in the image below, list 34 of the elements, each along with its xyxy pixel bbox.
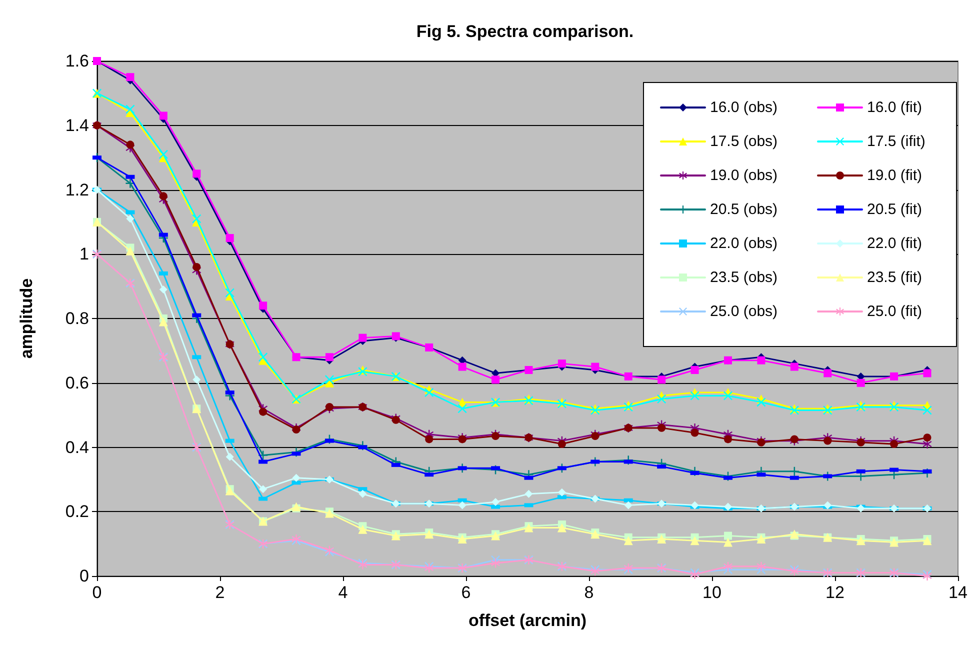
legend-label: 25.0 (fit) <box>867 303 922 320</box>
legend-label: 22.0 (fit) <box>867 235 922 252</box>
legend-label: 20.5 (obs) <box>710 201 778 218</box>
y-tick-label: 1.2 <box>65 180 89 200</box>
y-tick-label: 0.4 <box>65 438 89 457</box>
x-axis-title: offset (arcmin) <box>468 611 587 630</box>
y-tick-label: 0.6 <box>65 373 89 392</box>
legend-label: 25.0 (obs) <box>710 303 778 320</box>
y-tick-label: 1.4 <box>65 116 89 135</box>
legend-label: 17.5 (obs) <box>710 133 778 150</box>
legend-label: 23.5 (obs) <box>710 269 778 286</box>
y-tick-label: 1.6 <box>65 52 89 70</box>
legend-label: 23.5 (fit) <box>867 269 922 286</box>
y-tick-label: 0 <box>80 566 89 586</box>
x-tick-label: 14 <box>948 583 968 602</box>
x-tick-label: 4 <box>338 583 348 602</box>
x-tick-label: 8 <box>584 583 594 602</box>
chart-title: Fig 5. Spectra comparison. <box>416 22 634 41</box>
legend-label: 19.0 (fit) <box>867 167 922 184</box>
x-tick-label: 6 <box>461 583 471 602</box>
y-tick-label: 0.8 <box>65 309 89 328</box>
y-tick-label: 0.2 <box>65 502 89 522</box>
legend-label: 19.0 (obs) <box>710 167 778 184</box>
y-axis-title: amplitude <box>17 278 36 359</box>
y-tick-label: 1 <box>80 244 89 264</box>
x-tick-label: 0 <box>92 583 102 602</box>
x-tick-label: 2 <box>215 583 225 602</box>
legend-label: 20.5 (fit) <box>867 201 922 218</box>
legend-label: 16.0 (fit) <box>867 99 922 116</box>
legend-label: 22.0 (obs) <box>710 235 778 252</box>
x-tick-label: 10 <box>702 583 722 602</box>
legend-label: 17.5 (ifit) <box>867 133 926 150</box>
x-tick-label: 12 <box>826 583 844 602</box>
legend-label: 16.0 (obs) <box>710 99 778 116</box>
